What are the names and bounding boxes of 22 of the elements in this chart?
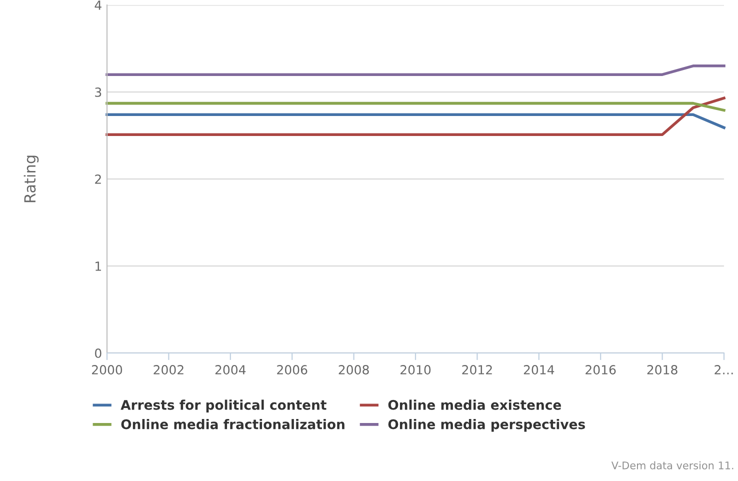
x-tick-label: 2012 bbox=[462, 365, 492, 374]
text: V-Dem data version 11. bbox=[611, 461, 734, 470]
x-tick-label: 2008 bbox=[338, 365, 369, 374]
x-tick-label: 2002 bbox=[154, 365, 184, 374]
x-tick-label: 2004 bbox=[215, 365, 246, 374]
x-tick-label: 2018 bbox=[647, 365, 678, 374]
x-tick-label: 2006 bbox=[277, 365, 308, 374]
x-tick-label: 2000 bbox=[92, 365, 122, 374]
x-tick-label: 2016 bbox=[586, 365, 616, 374]
y-tick-label: 3 bbox=[95, 87, 102, 97]
legend-label: Online media existence bbox=[388, 400, 562, 410]
y-tick-label: 4 bbox=[94, 0, 102, 10]
x-tick-label: 2014 bbox=[524, 365, 554, 374]
y-tick-label: 0 bbox=[95, 348, 102, 358]
x-tick-label: 2010 bbox=[400, 365, 431, 374]
y-tick-label: 2 bbox=[95, 174, 101, 184]
y-axis-title: Rating bbox=[24, 156, 39, 202]
x-tick-label: 2… bbox=[714, 365, 733, 374]
y-tick-label: 1 bbox=[96, 262, 101, 271]
legend-label: Online media fractionalization bbox=[121, 419, 344, 430]
legend-label: Online media perspectives bbox=[388, 419, 585, 432]
legend-label: Arrests for political content bbox=[120, 400, 326, 412]
